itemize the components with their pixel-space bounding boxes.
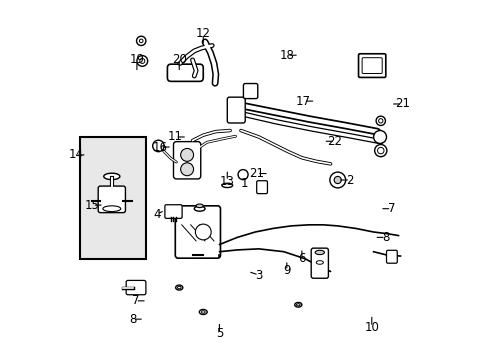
- FancyBboxPatch shape: [98, 186, 125, 213]
- Ellipse shape: [102, 206, 121, 212]
- Ellipse shape: [314, 250, 324, 255]
- Text: 16: 16: [152, 140, 167, 153]
- FancyBboxPatch shape: [173, 141, 201, 179]
- Text: 8: 8: [129, 312, 136, 326]
- FancyBboxPatch shape: [386, 250, 396, 263]
- Ellipse shape: [201, 311, 204, 313]
- Circle shape: [333, 176, 341, 184]
- FancyBboxPatch shape: [175, 206, 220, 258]
- Ellipse shape: [177, 286, 181, 289]
- Circle shape: [152, 140, 164, 152]
- Ellipse shape: [222, 183, 232, 188]
- Ellipse shape: [296, 304, 300, 306]
- Text: 20: 20: [171, 53, 186, 66]
- Circle shape: [180, 163, 193, 176]
- FancyBboxPatch shape: [164, 205, 182, 219]
- Circle shape: [373, 131, 386, 143]
- Text: 7: 7: [131, 294, 139, 307]
- Ellipse shape: [194, 206, 204, 211]
- Text: 11: 11: [167, 130, 183, 144]
- Ellipse shape: [199, 310, 207, 315]
- Text: 2: 2: [346, 174, 353, 186]
- Text: 3: 3: [255, 269, 262, 282]
- Text: 5: 5: [215, 327, 223, 340]
- Text: 18: 18: [279, 49, 294, 62]
- Circle shape: [238, 170, 247, 180]
- Text: 22: 22: [326, 135, 342, 148]
- Text: 13: 13: [220, 175, 234, 188]
- Text: 1: 1: [240, 177, 248, 190]
- Text: 9: 9: [283, 264, 290, 277]
- Text: 12: 12: [195, 27, 210, 40]
- FancyBboxPatch shape: [227, 97, 244, 123]
- Text: 21: 21: [394, 98, 409, 111]
- Text: 4: 4: [153, 208, 160, 221]
- Text: 21: 21: [249, 167, 264, 180]
- Text: 19: 19: [129, 53, 144, 66]
- Circle shape: [136, 36, 145, 45]
- Text: 17: 17: [296, 95, 310, 108]
- Text: 10: 10: [364, 320, 379, 333]
- Circle shape: [195, 224, 211, 240]
- FancyBboxPatch shape: [310, 248, 328, 278]
- Bar: [80, 137, 145, 259]
- Circle shape: [139, 39, 142, 42]
- Circle shape: [329, 172, 345, 188]
- Ellipse shape: [175, 285, 183, 290]
- Circle shape: [378, 119, 382, 123]
- Circle shape: [374, 144, 386, 157]
- Circle shape: [137, 55, 147, 66]
- Ellipse shape: [294, 302, 301, 307]
- Text: 14: 14: [68, 148, 83, 161]
- Ellipse shape: [196, 204, 203, 208]
- FancyBboxPatch shape: [243, 84, 257, 99]
- FancyBboxPatch shape: [126, 280, 145, 295]
- FancyBboxPatch shape: [362, 58, 382, 73]
- FancyBboxPatch shape: [167, 64, 203, 81]
- Circle shape: [180, 148, 193, 161]
- Text: 7: 7: [387, 202, 394, 215]
- Circle shape: [375, 116, 385, 126]
- FancyBboxPatch shape: [358, 54, 385, 77]
- FancyBboxPatch shape: [256, 181, 267, 194]
- Text: 15: 15: [85, 199, 100, 212]
- Ellipse shape: [103, 173, 120, 180]
- Circle shape: [140, 58, 144, 63]
- Text: 8: 8: [381, 231, 388, 244]
- Ellipse shape: [316, 261, 323, 264]
- Text: 6: 6: [298, 252, 305, 265]
- Circle shape: [377, 147, 383, 154]
